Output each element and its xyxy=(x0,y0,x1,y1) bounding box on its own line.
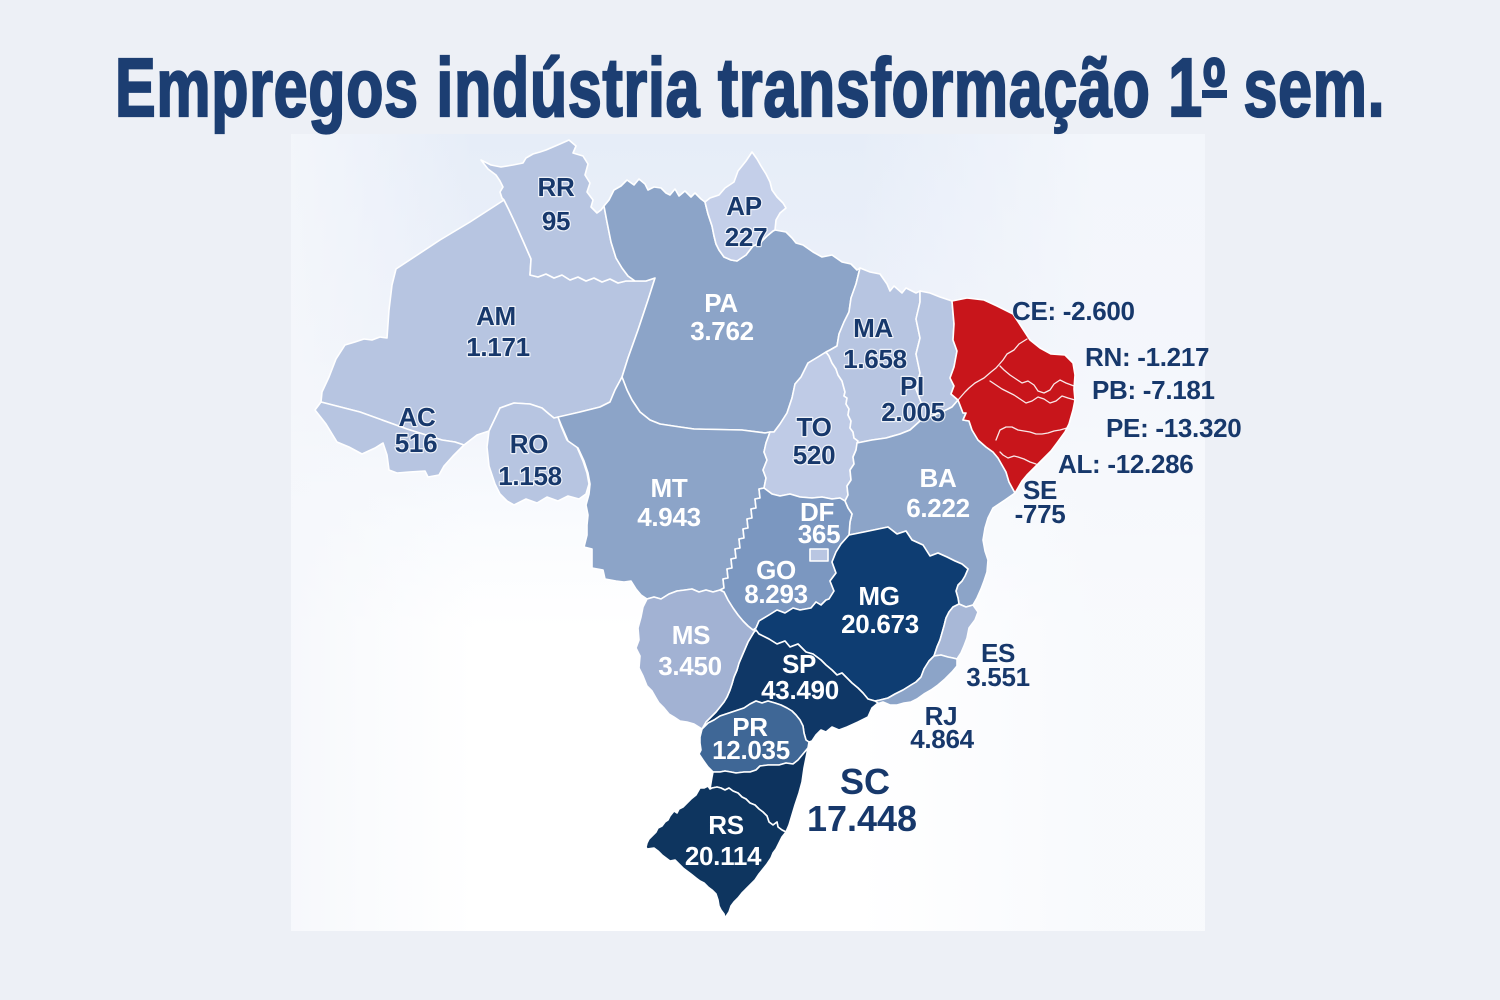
svg-text:6.222: 6.222 xyxy=(906,493,970,523)
svg-text:ES: ES xyxy=(981,638,1015,668)
svg-text:-775: -775 xyxy=(1015,499,1066,529)
svg-text:1.658: 1.658 xyxy=(843,344,907,374)
svg-text:TO: TO xyxy=(796,412,831,442)
svg-text:227: 227 xyxy=(725,222,767,252)
svg-text:PA: PA xyxy=(704,288,738,318)
svg-text:PB: -7.181: PB: -7.181 xyxy=(1092,375,1215,405)
svg-text:AC: AC xyxy=(399,402,436,432)
svg-text:PI: PI xyxy=(900,371,924,401)
svg-text:3.762: 3.762 xyxy=(690,316,754,346)
svg-text:DF: DF xyxy=(800,497,834,527)
svg-text:20.114: 20.114 xyxy=(685,841,762,871)
svg-text:4.943: 4.943 xyxy=(637,502,701,532)
svg-text:3.551: 3.551 xyxy=(966,662,1030,692)
svg-text:20.673: 20.673 xyxy=(841,609,919,639)
svg-text:RO: RO xyxy=(510,429,548,459)
svg-text:516: 516 xyxy=(395,428,437,458)
svg-text:4.864: 4.864 xyxy=(910,724,974,754)
svg-text:95: 95 xyxy=(542,206,570,236)
svg-text:520: 520 xyxy=(793,440,835,470)
svg-text:1.171: 1.171 xyxy=(466,332,530,362)
svg-text:SC: SC xyxy=(840,761,890,802)
svg-text:BA: BA xyxy=(920,463,957,493)
svg-text:SP: SP xyxy=(782,649,816,679)
svg-text:MG: MG xyxy=(858,581,899,611)
svg-text:RR: RR xyxy=(538,172,575,202)
svg-text:CE: -2.600: CE: -2.600 xyxy=(1012,296,1135,326)
svg-text:AL: -12.286: AL: -12.286 xyxy=(1058,449,1193,479)
svg-text:365: 365 xyxy=(798,519,840,549)
svg-text:1.158: 1.158 xyxy=(498,461,562,491)
svg-text:17.448: 17.448 xyxy=(807,798,917,839)
svg-text:PR: PR xyxy=(732,712,768,742)
svg-text:12.035: 12.035 xyxy=(712,735,790,765)
svg-text:MA: MA xyxy=(853,313,893,343)
svg-text:8.293: 8.293 xyxy=(744,579,808,609)
svg-text:MT: MT xyxy=(651,473,688,503)
svg-text:2.005: 2.005 xyxy=(881,397,945,427)
svg-text:43.490: 43.490 xyxy=(761,675,839,705)
svg-text:SE: SE xyxy=(1023,475,1057,505)
svg-text:GO: GO xyxy=(756,555,796,585)
svg-text:PE: -13.320: PE: -13.320 xyxy=(1106,413,1241,443)
svg-text:3.450: 3.450 xyxy=(658,651,722,681)
svg-text:AP: AP xyxy=(726,191,762,221)
svg-text:MS: MS xyxy=(672,620,710,650)
svg-text:AM: AM xyxy=(476,301,516,331)
svg-text:RJ: RJ xyxy=(925,701,958,731)
svg-text:RN: -1.217: RN: -1.217 xyxy=(1085,342,1209,372)
svg-text:RS: RS xyxy=(708,810,744,840)
